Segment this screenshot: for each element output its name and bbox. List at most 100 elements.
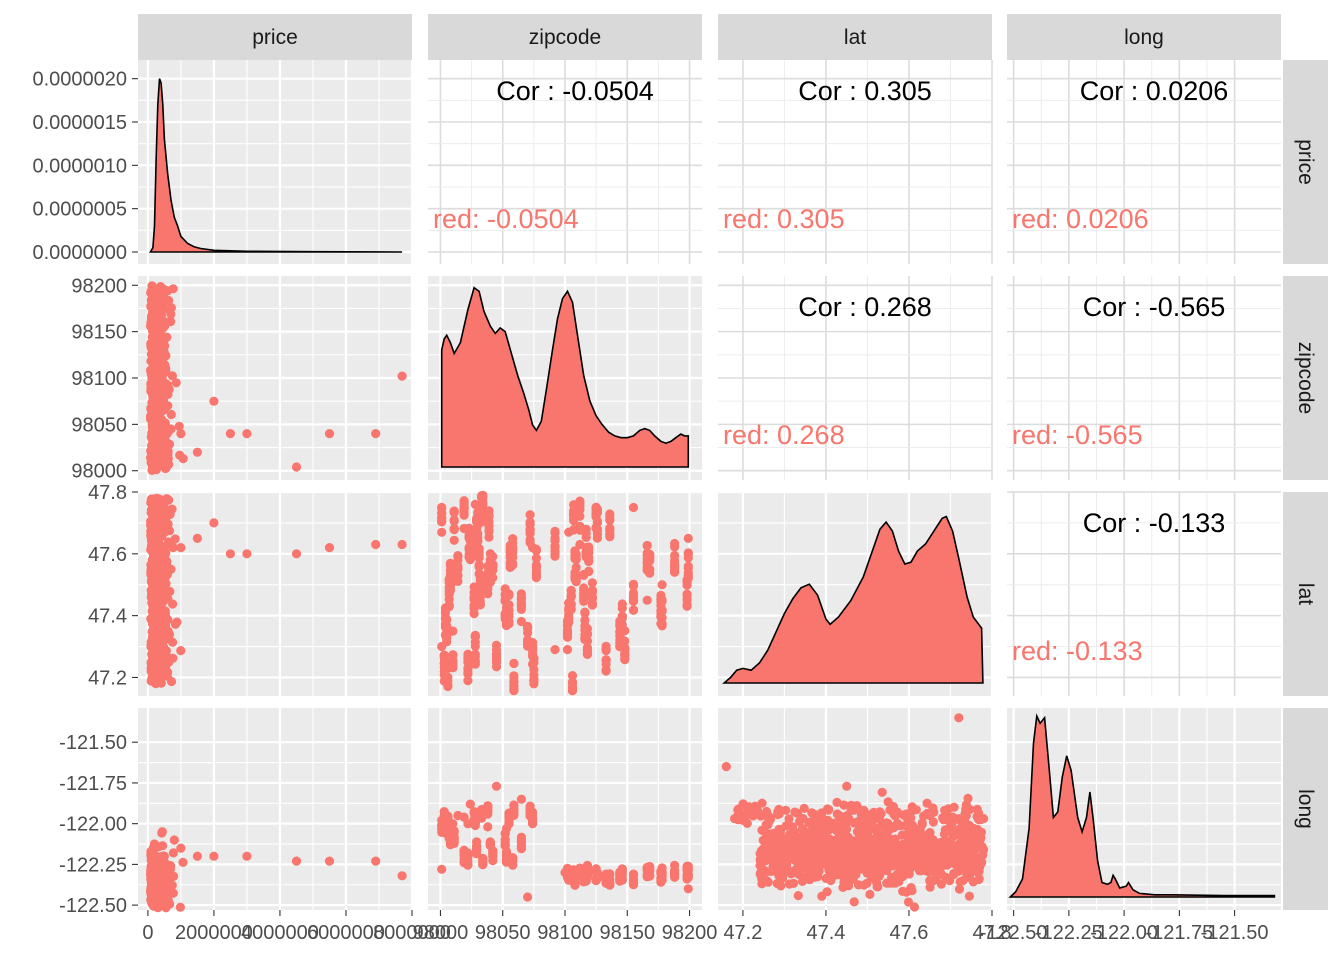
scatter-point [828, 871, 838, 881]
scatter-point [628, 502, 639, 513]
scatter-point [491, 640, 502, 650]
scatter-point [463, 859, 473, 869]
scatter-point [324, 856, 335, 866]
scatter-point [516, 600, 527, 610]
scatter-point [628, 877, 639, 887]
scatter-point [799, 862, 810, 872]
scatter-point [683, 864, 693, 874]
panel-lat-long: Cor : -0.133 red: -0.133 [1007, 491, 1281, 696]
panel-long-price [138, 708, 414, 913]
scatter-point [642, 595, 652, 605]
scatter-point [757, 798, 767, 808]
scatter-point [975, 862, 985, 872]
scatter-point [163, 594, 173, 604]
scatter-point [742, 802, 753, 813]
strip-right-zipcode [1283, 276, 1328, 480]
scatter-point [148, 311, 158, 322]
scatter-point [832, 797, 842, 808]
x-axis-tick-label: -122.25 [1035, 922, 1103, 944]
scatter-point [592, 872, 603, 882]
scatter-point [966, 835, 976, 845]
scatter-point [582, 870, 593, 880]
scatter-point [242, 549, 252, 559]
scatter-point [488, 563, 498, 573]
scatter-point [291, 549, 302, 559]
scatter-point [817, 891, 827, 901]
scatter-point [605, 880, 615, 890]
scatter-point [617, 875, 627, 885]
scatter-point [620, 626, 630, 636]
scatter-point [449, 837, 459, 847]
scatter-point [475, 576, 485, 586]
scatter-point [967, 857, 977, 867]
scatter-point [605, 526, 615, 536]
scatter-point [149, 562, 159, 572]
scatter-point [166, 309, 176, 319]
scatter-point [776, 881, 786, 891]
scatter-point [928, 803, 938, 813]
scatter-point [291, 856, 302, 866]
scatter-point [903, 897, 914, 907]
scatter-point [531, 562, 542, 572]
scatter-point [470, 656, 480, 666]
scatter-point [869, 834, 879, 845]
scatter-point [528, 644, 538, 654]
strip-right-lat [1283, 492, 1328, 696]
correlation-label: Cor : -0.133 [1083, 508, 1226, 538]
scatter-point [657, 605, 667, 615]
scatter-point [488, 552, 498, 562]
panel-price-price [138, 60, 414, 264]
scatter-points-long-price [146, 827, 407, 913]
scatter-point [763, 877, 773, 887]
scatter-point [442, 614, 452, 625]
scatter-point [893, 820, 903, 830]
scatter-point [437, 514, 447, 525]
panel-zipcode-zipcode [428, 276, 702, 480]
scatter-point [472, 845, 482, 855]
scatter-point [154, 494, 164, 504]
scatter-point [872, 823, 882, 834]
panel-zipcode-price [138, 276, 414, 480]
scatter-point [225, 429, 235, 439]
scatter-point [465, 799, 475, 809]
scatter-point [491, 653, 502, 663]
scatter-point [824, 805, 834, 815]
scatter-point [155, 648, 165, 658]
scatter-point [571, 552, 581, 562]
scatter-point [175, 902, 185, 912]
scatter-point [961, 804, 971, 814]
scatter-point [670, 538, 680, 549]
x-axis-tick-label: 2000000 [175, 922, 253, 944]
scatter-point [474, 562, 484, 572]
scatter-point [459, 509, 469, 519]
scatter-point [895, 849, 905, 859]
x-axis-tick-label: 98200 [662, 922, 718, 944]
x-axis-tick-label: -122.00 [1090, 922, 1158, 944]
scatter-point [682, 601, 692, 611]
scatter-point [483, 822, 493, 832]
group-correlation-label: red: 0.268 [723, 420, 845, 450]
scatter-point [789, 878, 799, 889]
scatter-point [155, 873, 165, 883]
scatter-point [566, 586, 576, 596]
scatter-point [788, 842, 798, 852]
scatter-point [882, 866, 892, 876]
scatter-point [437, 508, 447, 518]
strip-right-label-long: long [1294, 789, 1317, 829]
scatter-point [168, 848, 178, 858]
y-axis-tick-label: 0.0000015 [32, 112, 127, 134]
y-axis-tick-label: -121.75 [59, 773, 127, 795]
y-axis-tick-label: -122.25 [59, 854, 127, 876]
scatter-point [962, 828, 972, 839]
scatter-point [449, 516, 459, 526]
x-axis-tick-label: 4000000 [241, 922, 319, 944]
scatter-point [159, 423, 169, 433]
scatter-point [445, 560, 455, 570]
scatter-point [788, 851, 799, 861]
scatter-point [162, 865, 172, 875]
scatter-point [911, 805, 921, 815]
scatter-point [849, 818, 859, 828]
scatter-point [161, 455, 171, 465]
scatter-point [587, 578, 598, 588]
scatter-point [844, 873, 854, 883]
